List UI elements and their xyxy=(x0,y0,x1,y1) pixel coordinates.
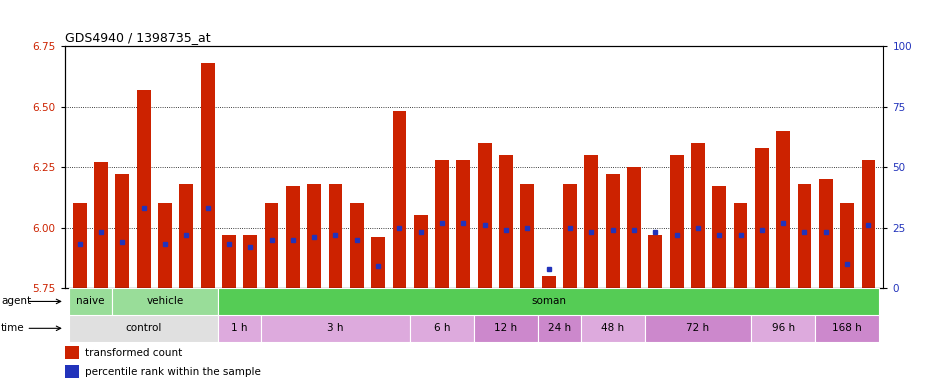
Bar xyxy=(112,288,218,315)
Bar xyxy=(670,155,684,288)
Text: vehicle: vehicle xyxy=(146,296,183,306)
Bar xyxy=(861,160,875,288)
Bar xyxy=(435,160,449,288)
Bar xyxy=(69,288,112,315)
Bar xyxy=(201,63,215,288)
Bar xyxy=(734,204,747,288)
Bar xyxy=(392,111,406,288)
Bar xyxy=(222,235,236,288)
Bar xyxy=(542,276,556,288)
Bar xyxy=(265,204,278,288)
Text: 72 h: 72 h xyxy=(686,323,709,333)
Bar xyxy=(645,315,751,342)
Bar xyxy=(581,315,645,342)
Bar xyxy=(563,184,577,288)
Bar xyxy=(776,131,790,288)
Bar xyxy=(521,184,535,288)
Bar xyxy=(307,184,321,288)
Bar xyxy=(755,148,769,288)
Bar xyxy=(328,184,342,288)
Text: 3 h: 3 h xyxy=(327,323,344,333)
Bar xyxy=(218,315,261,342)
Bar xyxy=(712,186,726,288)
Bar xyxy=(456,160,470,288)
Text: naive: naive xyxy=(76,296,105,306)
Bar xyxy=(73,204,87,288)
Bar xyxy=(261,315,410,342)
Text: 168 h: 168 h xyxy=(832,323,862,333)
Bar xyxy=(179,184,193,288)
Text: control: control xyxy=(126,323,162,333)
Bar xyxy=(648,235,662,288)
Bar xyxy=(840,204,854,288)
Bar xyxy=(410,315,474,342)
Bar xyxy=(137,89,151,288)
Bar xyxy=(500,155,513,288)
Bar xyxy=(371,237,385,288)
Bar xyxy=(751,315,815,342)
Text: GDS4940 / 1398735_at: GDS4940 / 1398735_at xyxy=(65,31,210,44)
Bar xyxy=(94,162,108,288)
Bar xyxy=(797,184,811,288)
Text: 96 h: 96 h xyxy=(771,323,795,333)
Bar xyxy=(350,204,364,288)
Text: 24 h: 24 h xyxy=(548,323,571,333)
Bar xyxy=(691,143,705,288)
Bar xyxy=(606,174,620,288)
Bar xyxy=(286,186,300,288)
Text: soman: soman xyxy=(531,296,566,306)
Bar xyxy=(69,315,218,342)
Text: 6 h: 6 h xyxy=(434,323,450,333)
Bar xyxy=(478,143,492,288)
Text: time: time xyxy=(1,323,25,333)
Bar xyxy=(413,215,427,288)
Text: transformed count: transformed count xyxy=(85,348,182,358)
Bar xyxy=(218,288,879,315)
Bar xyxy=(627,167,641,288)
Text: percentile rank within the sample: percentile rank within the sample xyxy=(85,367,261,377)
Bar xyxy=(585,155,598,288)
Bar xyxy=(65,346,80,359)
Text: 1 h: 1 h xyxy=(231,323,248,333)
Text: 12 h: 12 h xyxy=(495,323,518,333)
Bar xyxy=(243,235,257,288)
Text: 48 h: 48 h xyxy=(601,323,624,333)
Bar xyxy=(474,315,538,342)
Bar xyxy=(65,365,80,378)
Bar xyxy=(158,204,172,288)
Bar xyxy=(116,174,130,288)
Text: agent: agent xyxy=(1,296,31,306)
Bar xyxy=(538,315,581,342)
Bar xyxy=(819,179,832,288)
Bar xyxy=(815,315,879,342)
